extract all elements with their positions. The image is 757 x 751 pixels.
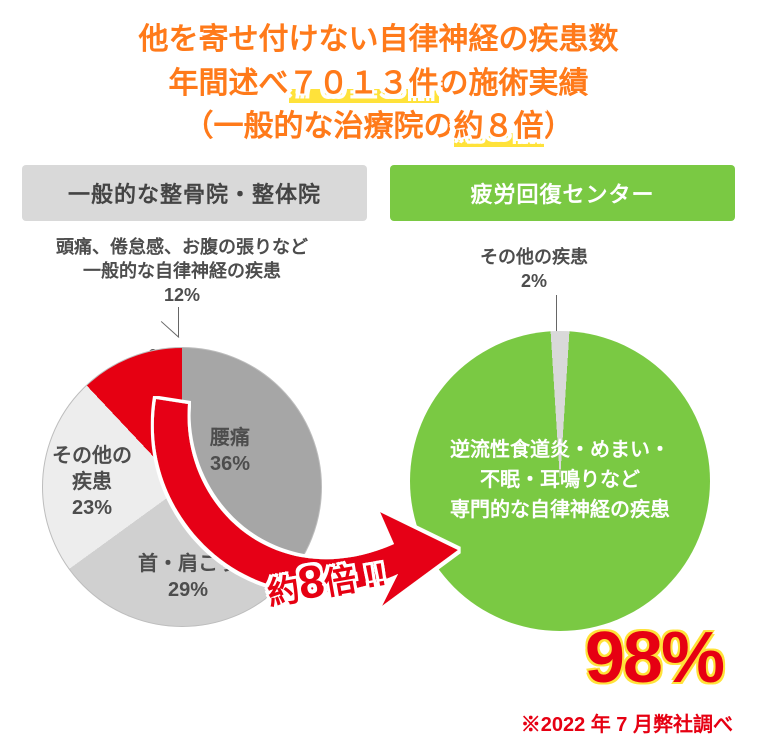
left-annot: 頭痛、倦怠感、お腹の張りなど一般的な自律神経の疾患12%	[22, 235, 342, 308]
headline-line-1: 他を寄せ付けない自律神経の疾患数	[139, 18, 619, 62]
right-pie-wrap: その他の疾患2% 逆流性食道炎・めまい・不眠・耳鳴りなど専門的な自律神経の疾患 …	[390, 235, 735, 655]
big-percent: 98%	[585, 617, 723, 699]
footnote: ※2022 年 7 月弊社調べ	[521, 708, 733, 737]
right-center-label: 逆流性食道炎・めまい・不眠・耳鳴りなど専門的な自律神経の疾患	[420, 435, 700, 525]
headline-em: ７０１３件	[289, 62, 439, 106]
headline-text: ）	[544, 110, 574, 143]
headline-em: 約８倍	[454, 105, 544, 149]
arrow-label-b: 倍 !!	[321, 556, 389, 602]
headline-text: 他を寄せ付けない自律神経の疾患数	[139, 23, 619, 56]
right-title: 疲労回復センター	[390, 165, 735, 221]
headline: 他を寄せ付けない自律神経の疾患数 年間述べ７０１３件の施術実績 （一般的な治療院…	[0, 0, 757, 159]
right-annot: その他の疾患2%	[444, 245, 624, 294]
headline-text: 年間述べ	[169, 67, 289, 100]
callout-line	[178, 307, 179, 337]
callout-line	[161, 321, 180, 338]
left-title: 一般的な整骨院・整体院	[22, 165, 367, 221]
headline-text: （一般的な治療院の	[184, 110, 454, 143]
right-column: 疲労回復センター その他の疾患2% 逆流性食道炎・めまい・不眠・耳鳴りなど専門的…	[390, 165, 735, 655]
callout-line	[556, 295, 557, 335]
slice-label-other: その他の疾患23%	[52, 443, 132, 521]
headline-text: の施術実績	[439, 67, 589, 100]
slice-label-backpain: 腰痛36%	[210, 425, 250, 477]
headline-line-3: （一般的な治療院の約８倍）	[184, 105, 574, 149]
headline-line-2: 年間述べ７０１３件の施術実績	[169, 62, 589, 106]
slice-label-neck: 首・肩こり29%	[138, 551, 238, 603]
